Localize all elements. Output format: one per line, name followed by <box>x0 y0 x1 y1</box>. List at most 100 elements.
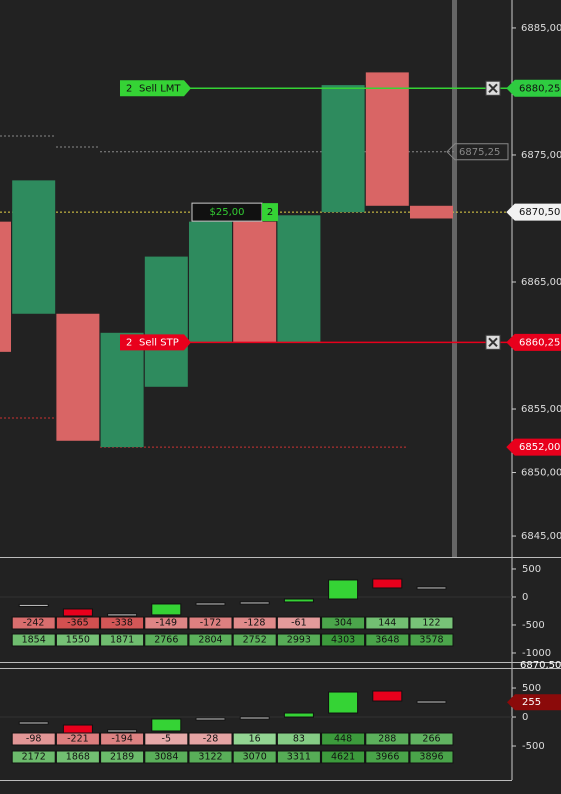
candle-body <box>277 215 321 343</box>
delta-cell <box>11 616 56 630</box>
delta-cell-value: 3084 <box>154 752 178 763</box>
delta-cell-value: 122 <box>422 618 440 629</box>
delta-cell <box>276 616 321 630</box>
delta-bar <box>416 700 447 704</box>
delta-cell <box>188 750 233 764</box>
price-tag-label: 6870,50 <box>519 207 560 218</box>
y-tick-label: 6850,00 <box>521 468 561 479</box>
y-tick-label: 6865,00 <box>521 277 561 288</box>
delta-cell <box>232 732 277 746</box>
y-tick-label: 6845,00 <box>521 531 561 542</box>
price-tag <box>506 203 561 221</box>
delta-cell-value: 2766 <box>154 635 178 646</box>
y-tick-label: -1000 <box>522 648 551 659</box>
delta-cell <box>11 633 56 647</box>
candle-body <box>189 221 232 343</box>
delta-tag <box>507 694 561 711</box>
delta-cell-value: 266 <box>422 734 440 745</box>
delta-bar <box>283 598 314 603</box>
delta-cell <box>276 633 321 647</box>
delta-cell-value: 83 <box>293 734 305 745</box>
delta-cell-value: -28 <box>203 734 219 745</box>
delta-cell <box>188 633 233 647</box>
delta-cell <box>232 633 277 647</box>
delta-bar <box>62 608 93 617</box>
delta-cell <box>276 750 321 764</box>
delta-cell <box>188 732 233 746</box>
price-tag <box>506 333 561 351</box>
delta-cell-value: 3122 <box>198 752 222 763</box>
delta-bar <box>239 716 270 720</box>
delta-cell <box>365 750 410 764</box>
delta-cell <box>409 732 454 746</box>
order-qty: 2 <box>126 83 132 94</box>
delta-cell-value: -221 <box>67 734 89 745</box>
delta-cell <box>144 616 189 630</box>
y-tick-label: 6885,00 <box>521 23 561 34</box>
delta-cell-value: -365 <box>67 618 89 629</box>
delta-cell-value: 2752 <box>243 635 267 646</box>
price-tag-label: 6875,25 <box>459 147 500 158</box>
delta-cell <box>188 616 233 630</box>
position-qty: 2 <box>267 207 273 218</box>
delta-cell-value: 1871 <box>110 635 134 646</box>
delta-cell <box>409 750 454 764</box>
delta-cell-value: -172 <box>200 618 222 629</box>
delta-cell-value: 288 <box>378 734 396 745</box>
delta-cell <box>365 633 410 647</box>
delta-cell <box>55 750 100 764</box>
price-tag-label: 6860,25 <box>519 337 560 348</box>
delta-bar <box>195 602 226 606</box>
delta-cell-value: 3311 <box>287 752 311 763</box>
delta-cell <box>100 633 145 647</box>
delta-cell <box>321 616 366 630</box>
delta-bar <box>151 603 182 616</box>
delta-cell-value: -5 <box>162 734 171 745</box>
delta-cell-value: 2172 <box>22 752 46 763</box>
delta-bar <box>372 578 403 589</box>
candle-body <box>233 221 277 343</box>
delta-cell-value: 1550 <box>66 635 90 646</box>
candle-body <box>144 256 188 387</box>
delta-cell-value: -149 <box>156 618 178 629</box>
delta-cell <box>55 633 100 647</box>
y-tick-label: 0 <box>522 712 528 723</box>
delta-cell <box>144 750 189 764</box>
delta-bar <box>195 717 226 721</box>
price-tag <box>506 438 561 456</box>
y-tick-label: 500 <box>522 683 541 694</box>
order-label-box <box>120 80 191 97</box>
delta-bar <box>107 613 138 617</box>
delta-bar <box>62 724 93 734</box>
delta-cell-value: 3966 <box>375 752 399 763</box>
candle-body <box>0 221 11 352</box>
delta-bar <box>372 690 403 702</box>
candle-body <box>12 180 56 314</box>
delta-cell <box>11 750 56 764</box>
position-pnl: $25,00 <box>210 207 245 218</box>
y-tick-label: 6855,00 <box>521 404 561 415</box>
price-tag-label: 6880,25 <box>519 83 560 94</box>
delta-tag-label: 255 <box>522 697 541 708</box>
candle-body <box>410 205 453 219</box>
delta-cell-value: -61 <box>291 618 307 629</box>
delta-bar <box>283 712 314 718</box>
y-tick-label: -500 <box>522 741 545 752</box>
price-tag <box>506 79 561 97</box>
delta-cell-value: 448 <box>334 734 352 745</box>
delta-bar <box>239 601 270 605</box>
delta-cell <box>144 732 189 746</box>
cursor-bar <box>452 0 457 557</box>
order-label: Sell STP <box>139 337 179 348</box>
delta-cell-value: 1854 <box>22 635 46 646</box>
delta-cell <box>232 616 277 630</box>
candle-body <box>56 313 100 441</box>
candle-body <box>365 72 409 206</box>
delta-bar <box>18 603 49 607</box>
delta-cell-value: 1868 <box>66 752 90 763</box>
order-qty: 2 <box>126 337 132 348</box>
delta-cell-value: 2804 <box>198 635 222 646</box>
delta-cell-value: -194 <box>111 734 133 745</box>
